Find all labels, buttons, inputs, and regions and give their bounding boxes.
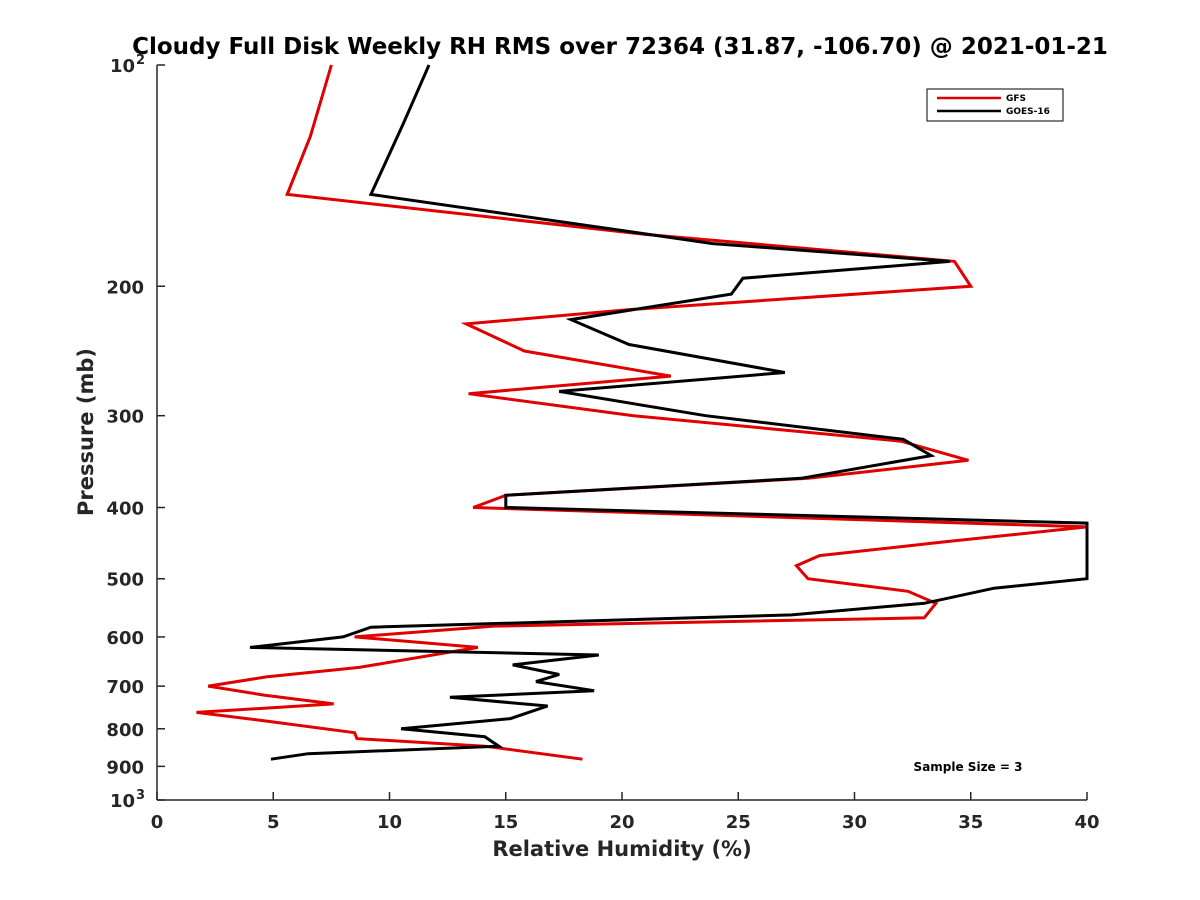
legend-box	[926, 88, 1064, 122]
axes	[156, 64, 1088, 801]
y-tick-label: 400	[106, 499, 144, 520]
legend: GFS GOES-16	[926, 88, 1064, 122]
y-tick-label: 10	[110, 791, 135, 812]
x-tick-label: 40	[1074, 812, 1099, 833]
y-tick-label: 300	[106, 407, 144, 428]
x-axis-label: Relative Humidity (%)	[492, 837, 751, 861]
y-tick-label: 10	[110, 56, 135, 77]
x-tick-label: 10	[377, 812, 402, 833]
y-tick-label: 600	[106, 628, 144, 649]
y-tick-label: 900	[106, 757, 144, 778]
y-tick-label: 200	[106, 277, 144, 298]
sample-size-annotation: Sample Size = 3	[914, 760, 1023, 774]
plot-area	[196, 64, 1089, 761]
y-tick-label: 700	[106, 677, 144, 698]
x-tick-label: 25	[726, 812, 751, 833]
chart-title: Cloudy Full Disk Weekly RH RMS over 7236…	[132, 34, 1108, 60]
y-tick-label: 800	[106, 720, 144, 741]
series-line-gfs	[196, 64, 1088, 761]
x-tick-label: 5	[267, 812, 280, 833]
y-axis-label: Pressure (mb)	[74, 348, 98, 516]
x-tick-label: 30	[842, 812, 867, 833]
series-line-goes-16	[249, 64, 1089, 761]
y-tick-exponent: 2	[136, 53, 145, 68]
x-tick-label: 35	[958, 812, 983, 833]
legend-label-gfs: GFS	[1006, 94, 1026, 104]
y-tick-label: 500	[106, 570, 144, 591]
x-tick-label: 15	[493, 812, 518, 833]
x-tick-label: 20	[609, 812, 634, 833]
y-tick-exponent: 3	[136, 788, 145, 803]
x-tick-label: 0	[151, 812, 164, 833]
legend-label-goes-16: GOES-16	[1006, 107, 1050, 117]
